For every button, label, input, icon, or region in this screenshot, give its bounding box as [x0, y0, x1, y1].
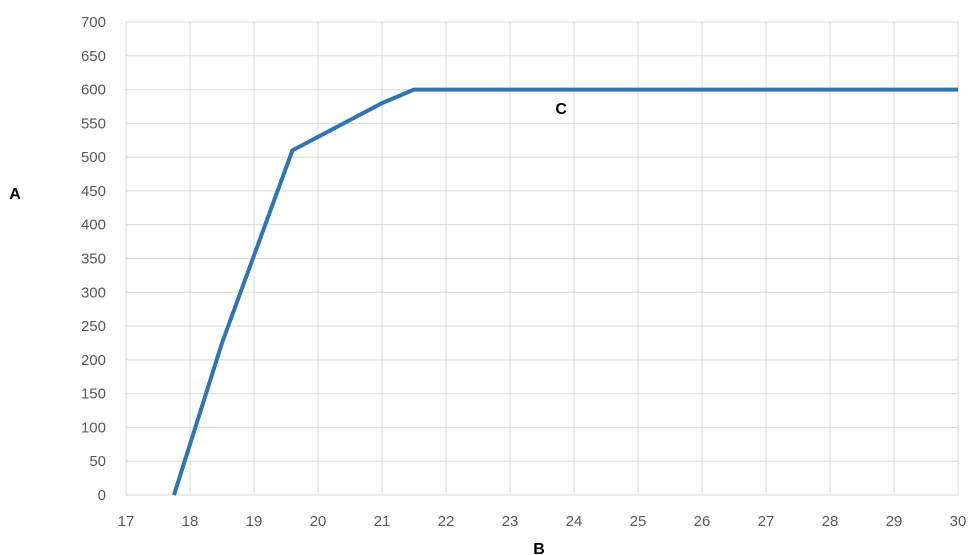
y-tick-label: 0 [98, 487, 106, 504]
x-tick-label: 21 [374, 513, 391, 530]
y-tick-label: 450 [81, 183, 106, 200]
x-tick-label: 23 [502, 513, 519, 530]
x-tick-label: 25 [630, 513, 647, 530]
x-tick-label: 17 [118, 513, 135, 530]
x-tick-label: 30 [950, 513, 967, 530]
y-tick-label: 300 [81, 284, 106, 301]
x-tick-label: 26 [694, 513, 711, 530]
x-axis-ticks: 17 18 19 20 21 22 23 24 25 26 27 28 29 30 [118, 513, 967, 530]
x-tick-label: 27 [758, 513, 775, 530]
x-tick-label: 24 [566, 513, 583, 530]
y-tick-label: 150 [81, 386, 106, 403]
annotation-label: C [555, 101, 567, 118]
x-tick-label: 18 [182, 513, 199, 530]
y-tick-label: 400 [81, 217, 106, 234]
y-tick-label: 650 [81, 48, 106, 65]
plot-area [172, 87, 958, 496]
y-tick-label: 700 [81, 14, 106, 31]
y-tick-label: 550 [81, 115, 106, 132]
y-tick-label: 50 [89, 453, 106, 470]
annotations: C [555, 101, 567, 118]
x-tick-label: 29 [886, 513, 903, 530]
y-tick-label: 100 [81, 419, 106, 436]
x-tick-label: 19 [246, 513, 263, 530]
series-line [172, 87, 958, 496]
y-tick-label: 350 [81, 251, 106, 268]
x-axis-title: B [533, 541, 545, 555]
x-tick-label: 28 [822, 513, 839, 530]
y-tick-label: 600 [81, 82, 106, 99]
y-axis-title: A [9, 186, 21, 203]
y-tick-label: 500 [81, 149, 106, 166]
y-axis-ticks: 0 50 100 150 200 250 300 350 400 450 500 550 600 650 7… [81, 14, 106, 504]
y-tick-label: 250 [81, 318, 106, 335]
x-tick-label: 20 [310, 513, 327, 530]
x-tick-label: 22 [438, 513, 455, 530]
y-tick-label: 200 [81, 352, 106, 369]
